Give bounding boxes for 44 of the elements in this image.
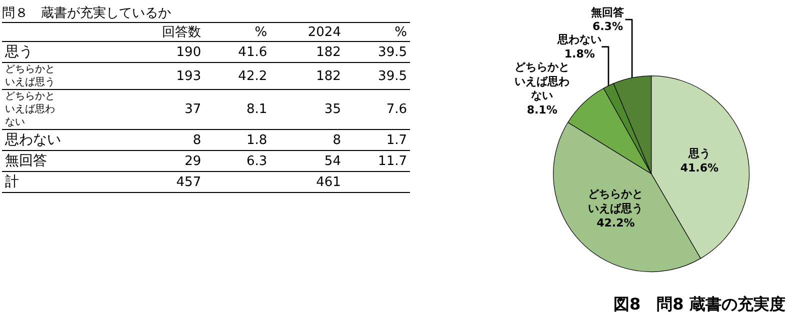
- slice-label: 思わない: [556, 33, 602, 46]
- data-label: 1.8%: [564, 47, 595, 60]
- data-label: 8.1: [204, 90, 270, 130]
- category-label: 計: [2, 172, 120, 192]
- data-label: 11.7: [344, 150, 410, 172]
- data-label: 35: [270, 90, 344, 130]
- data-label: 7.6: [344, 90, 410, 130]
- data-label: 1.7: [344, 130, 410, 150]
- data-label: 1.8: [204, 130, 270, 150]
- slice-label: 思う: [687, 147, 710, 160]
- text: %: [344, 22, 410, 42]
- category-label: 無回答: [2, 150, 120, 172]
- data-label: 29: [119, 150, 204, 172]
- text: %: [204, 22, 270, 42]
- text: 図8 問8 蔵書の充実度: [613, 294, 786, 314]
- slice-label: どちらかといえば思わない: [514, 60, 570, 102]
- data-label: 182: [270, 62, 344, 90]
- slice-label: どちらかといえば思う: [588, 188, 644, 216]
- data-label: 41.6%: [680, 161, 718, 174]
- data-label: 39.5: [344, 42, 410, 62]
- data-label: 37: [119, 90, 204, 130]
- data-label: 6.3: [204, 150, 270, 172]
- data-label: 8.1%: [526, 103, 558, 116]
- data-label: 182: [270, 42, 344, 62]
- data-label: 461: [270, 172, 344, 192]
- category-label: どちらかといえば思う: [2, 62, 120, 90]
- data-label: 193: [119, 62, 204, 90]
- category-label: 思わない: [2, 130, 120, 150]
- data-label: 6.3%: [592, 20, 623, 34]
- data-label: 42.2: [204, 62, 270, 90]
- text: 回答数: [119, 22, 204, 42]
- category-label: 思う: [2, 42, 120, 62]
- data-label: 42.2%: [596, 216, 635, 230]
- category-label: どちらかといえば思わない: [2, 90, 120, 130]
- data-label: 41.6: [204, 42, 270, 62]
- data-label: 39.5: [344, 62, 410, 90]
- data-label: 190: [119, 42, 204, 62]
- text: 問８ 蔵書が充実しているか: [2, 5, 172, 22]
- data-label: 457: [119, 172, 204, 192]
- text: 2024: [270, 22, 344, 42]
- slice-label: 無回答: [590, 6, 626, 19]
- data-label: 8: [270, 130, 344, 150]
- data-label: 54: [270, 150, 344, 172]
- data-label: 8: [119, 130, 204, 150]
